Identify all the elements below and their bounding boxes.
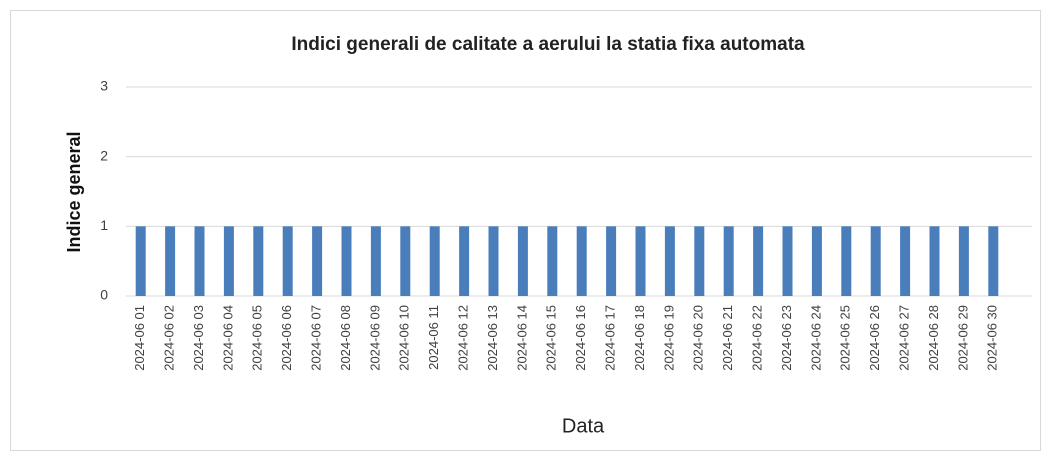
x-tick-label: 2024-06 22 [750, 305, 765, 371]
bar [694, 226, 705, 296]
x-tick-label: 2024-06 09 [367, 305, 382, 371]
x-tick-label: 2024-06 07 [309, 305, 324, 371]
bar [635, 226, 646, 296]
x-tick-label: 2024-06 30 [985, 305, 1000, 371]
bar [988, 226, 999, 296]
x-tick-label: 2024-06 12 [456, 305, 471, 371]
x-tick-label: 2024-06 23 [779, 305, 794, 371]
y-axis-label: Indice general [64, 131, 84, 252]
x-tick-label: 2024-06 25 [838, 305, 853, 371]
bar [900, 226, 911, 296]
x-tick-label: 2024-06 24 [808, 305, 823, 371]
bar [782, 226, 793, 296]
y-tick-label: 1 [100, 217, 108, 233]
bar [488, 226, 499, 296]
bar [312, 226, 323, 296]
x-tick-label: 2024-06 17 [603, 305, 618, 371]
bar [282, 226, 293, 296]
bar [253, 226, 264, 296]
bar [723, 226, 734, 296]
x-tick-label: 2024-06 19 [661, 305, 676, 371]
bar [429, 226, 440, 296]
x-tick-label: 2024-06 21 [720, 305, 735, 371]
x-tick-label: 2024-06 05 [250, 305, 265, 371]
bar [459, 226, 470, 296]
x-tick-label: 2024-06 06 [279, 305, 294, 371]
bar [165, 226, 176, 296]
bar [664, 226, 675, 296]
x-tick-label: 2024-06 04 [220, 305, 235, 371]
x-tick-label: 2024-06 29 [955, 305, 970, 371]
x-tick-label: 2024-06 13 [485, 305, 500, 371]
bar [811, 226, 822, 296]
x-tick-label: 2024-06 01 [132, 305, 147, 371]
y-tick-label: 2 [100, 147, 108, 163]
bar [400, 226, 411, 296]
x-tick-label: 2024-06 14 [514, 305, 529, 371]
x-tick-label: 2024-06 20 [691, 305, 706, 371]
bar [576, 226, 587, 296]
bar [753, 226, 764, 296]
bar [135, 226, 146, 296]
bar [370, 226, 381, 296]
bar [841, 226, 852, 296]
bar [223, 226, 234, 296]
x-tick-label: 2024-06 02 [162, 305, 177, 371]
bar [547, 226, 558, 296]
x-tick-label: 2024-06 15 [544, 305, 559, 371]
bar [517, 226, 528, 296]
x-tick-label: 2024-06 10 [397, 305, 412, 371]
bar [929, 226, 940, 296]
x-tick-label: 2024-06 26 [867, 305, 882, 371]
y-tick-label: 3 [100, 78, 108, 94]
bar [194, 226, 205, 296]
x-axis-label: Data [562, 415, 605, 437]
x-tick-label: 2024-06 11 [426, 305, 441, 370]
x-tick-label: 2024-06 16 [573, 305, 588, 371]
x-tick-label: 2024-06 28 [926, 305, 941, 371]
bar [870, 226, 881, 296]
x-tick-label: 2024-06 27 [897, 305, 912, 371]
x-tick-label: 2024-06 03 [191, 305, 206, 371]
chart-title: Indici generali de calitate a aerului la… [291, 34, 805, 55]
x-tick-label: 2024-06 08 [338, 305, 353, 371]
y-tick-label: 0 [100, 287, 108, 303]
bar [958, 226, 969, 296]
x-tick-label: 2024-06 18 [632, 305, 647, 371]
bar [606, 226, 617, 296]
bar [341, 226, 352, 296]
